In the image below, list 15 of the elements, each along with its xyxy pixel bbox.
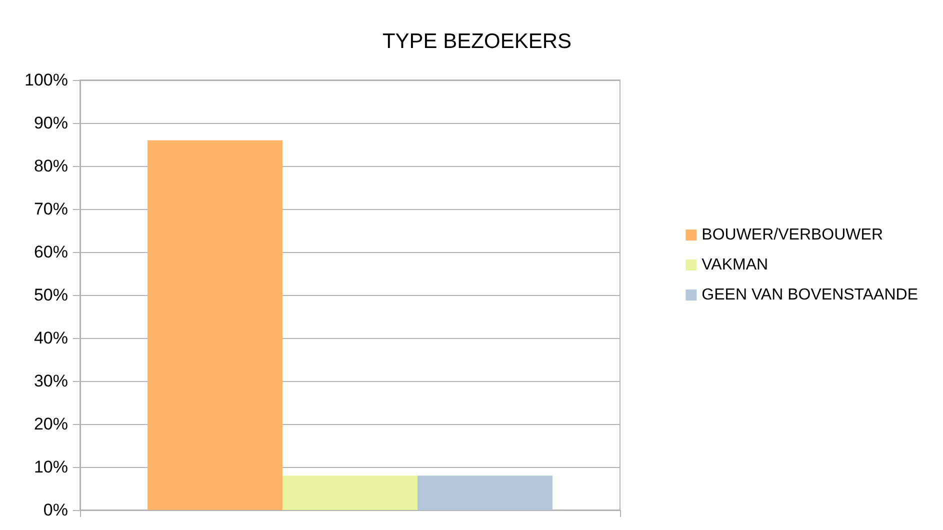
y-tick-label: 100% [24,70,68,90]
chart-title: TYPE BEZOEKERS [382,30,572,53]
legend-label: GEEN VAN BOVENSTAANDE [702,286,918,304]
legend-label: VAKMAN [702,256,768,274]
y-tick-label: 30% [34,372,68,390]
y-tick-label: 0% [43,500,68,520]
legend-label: BOUWER/VERBOUWER [702,226,883,244]
y-tick-label: 90% [34,114,68,132]
y-tick-label: 10% [34,458,68,476]
y-tick-label: 60% [34,242,68,262]
y-tick-label: 80% [34,156,68,176]
y-tick-label: 20% [34,414,68,434]
y-tick-label: 70% [34,200,68,218]
y-tick-label: 40% [34,328,68,348]
y-tick-label: 50% [34,286,68,304]
